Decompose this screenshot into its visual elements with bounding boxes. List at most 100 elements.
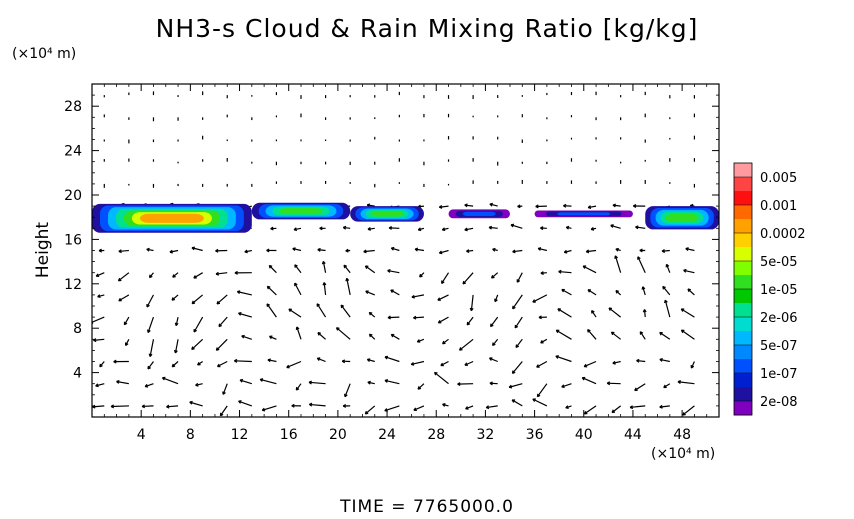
wind-vector (488, 226, 498, 229)
wind-vector-head (191, 300, 196, 305)
wind-vector (266, 285, 277, 296)
wind-vector-head (294, 264, 298, 268)
wind-vector-head (241, 334, 245, 339)
wind-vector-head (266, 285, 271, 290)
x-axis: 4 8 12 16 20 24 28 32 36 40 44 48 (103, 84, 708, 443)
wind-vector (610, 224, 621, 229)
wind-vector-head (147, 365, 151, 370)
wind-vector-head (191, 246, 195, 251)
cloud-segment-5-level-4 (665, 213, 699, 222)
x-tick-label-12: 12 (231, 427, 249, 443)
wind-vector (237, 291, 252, 296)
wind-vector-head (295, 326, 300, 331)
wind-vector-head (591, 310, 595, 314)
wind-vector-head (387, 269, 391, 273)
wind-vector (413, 405, 425, 411)
wind-vector (294, 264, 302, 274)
wind-vector (317, 357, 326, 363)
wind-vector (268, 265, 277, 274)
x-tick-label-24: 24 (378, 427, 396, 443)
wind-vector-head (341, 359, 346, 364)
wind-vector-head (677, 380, 681, 384)
wind-vector-head (189, 400, 193, 405)
wind-vector (344, 383, 351, 397)
wind-vector (364, 405, 376, 415)
wind-vector-head (535, 204, 539, 209)
wind-vector (491, 272, 499, 279)
colorbar-label-5: 2e-06 (760, 311, 798, 326)
wind-vector-head (193, 328, 197, 333)
wind-vector (266, 303, 277, 318)
wind-vector (536, 383, 548, 398)
wind-vector (459, 338, 474, 351)
wind-vector (336, 327, 351, 340)
y-tick-label-4: 4 (73, 366, 82, 382)
wind-vector (340, 304, 351, 318)
wind-vector-head (417, 386, 422, 390)
wind-vector-head (664, 299, 668, 304)
wind-vector (171, 294, 179, 301)
wind-vector-head (322, 282, 327, 286)
y-tick-label-16: 16 (64, 232, 82, 248)
wind-vector-head (317, 332, 321, 336)
wind-vector (514, 316, 523, 329)
wind-vector-head (587, 289, 592, 293)
wind-vector (607, 382, 621, 385)
wind-vector-head (489, 202, 493, 207)
wind-vector-head (291, 403, 295, 408)
wind-vector (532, 294, 548, 303)
wind-vector-head (437, 319, 442, 324)
wind-vector-head (462, 280, 467, 285)
wind-vector-head (508, 384, 513, 389)
wind-vector-head (636, 358, 640, 363)
wind-vector-head (414, 247, 419, 252)
wind-vector-head (438, 250, 443, 255)
colorbar-swatch-6 (734, 247, 752, 262)
wind-vector-head (218, 323, 222, 328)
wind-vector (414, 248, 425, 252)
wind-vector (588, 205, 597, 209)
wind-vector (555, 355, 572, 363)
wind-vector (219, 405, 228, 417)
wind-vector-head (690, 365, 695, 369)
wind-vector-head (488, 357, 493, 361)
y-axis-label: Height (33, 222, 53, 279)
wind-vector-field (92, 91, 696, 417)
wind-vector (662, 286, 671, 296)
wind-vector-head (540, 226, 544, 231)
wind-vector (391, 247, 400, 252)
wind-vector-head (144, 383, 149, 388)
wind-vector (413, 316, 424, 319)
wind-vector-head (639, 248, 643, 253)
wind-vector (215, 272, 228, 275)
wind-vector-head (511, 399, 516, 403)
wind-vector (147, 316, 155, 333)
x-tick-label-16: 16 (280, 427, 298, 443)
wind-vector (492, 338, 499, 346)
wind-vector (630, 405, 646, 408)
wind-vector-head (464, 203, 468, 208)
wind-vector-head (363, 249, 367, 254)
wind-vector-head (634, 387, 638, 392)
wind-vector-head (141, 404, 146, 409)
wind-vector-head (641, 286, 646, 290)
wind-vector (532, 398, 548, 407)
cloud-segment-1-level-4 (279, 208, 323, 215)
wind-vector-head (682, 412, 686, 416)
wind-vector (411, 294, 425, 298)
wind-vector-head (635, 225, 639, 230)
wind-vector-head (345, 277, 350, 282)
wind-vector (515, 338, 523, 348)
wind-vector (222, 383, 228, 395)
wind-vector-head (587, 205, 592, 210)
wind-vector-head (557, 308, 561, 312)
wind-vector (511, 399, 523, 407)
y-tick-label-20: 20 (64, 188, 82, 204)
wind-vector (557, 308, 572, 318)
x-tick-label-44: 44 (624, 427, 642, 443)
wind-vector-head (662, 285, 666, 290)
wind-vector (489, 203, 498, 207)
wind-vector (489, 357, 498, 363)
wind-vector (440, 360, 449, 367)
